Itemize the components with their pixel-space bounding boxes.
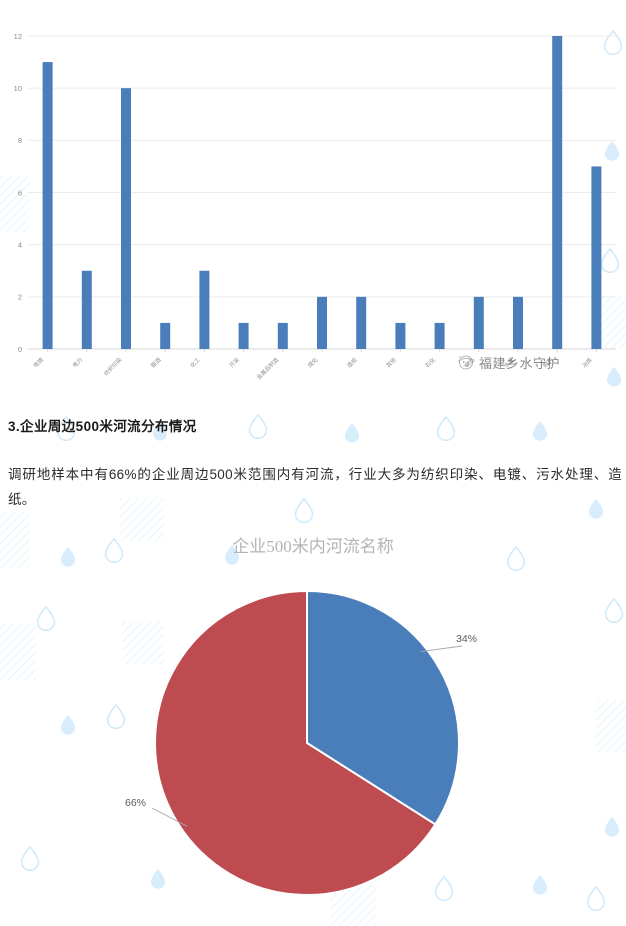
y-axis-tick-label: 12 [14,32,22,41]
x-axis-category-label: 制药 [541,355,555,369]
x-axis-category-label: 煤化 [306,355,320,369]
x-axis-category-label: 造纸 [345,355,359,369]
bar [160,322,171,349]
y-axis-tick-label: 2 [18,293,22,302]
bar-chart-y-axis: 0 2 4 6 8 10 12 [14,32,22,354]
x-axis-category-label: 电镀 [31,355,45,369]
bar-chart-x-axis-labels: 电镀 电力 纺织印染 酿酒 化工 开采 金属品制造 煤化 造纸 其他 石化 食品 水泥 制药 冶炼 [31,349,597,381]
pie-value-label: 34% [456,633,477,645]
bar [121,88,131,350]
x-axis-category-label: 开采 [227,355,241,369]
text-section: 3.企业周边500米河流分布情况 调研地样本中有66%的企业周边500米范围内有… [8,418,622,513]
bar [42,62,53,349]
y-axis-tick-label: 6 [18,188,22,197]
x-axis-category-label: 石化 [423,355,437,369]
section-heading: 3.企业周边500米河流分布情况 [8,419,197,434]
pie-chart-leader-lines [151,645,463,827]
pie-chart-slices [154,589,460,896]
pie-leader-line [151,807,188,827]
x-axis-category-label: 食品 [463,355,477,369]
x-axis-category-label: 酿酒 [149,355,163,369]
x-axis-category-label: 化工 [188,355,202,369]
bar-chart-container: 0 2 4 6 8 10 12 电镀 电力 纺织印染 酿酒 化工 开采 金属品制造 煤化 造纸 其他 石化 食品 水… [0,0,626,400]
bar [356,296,367,349]
bar [81,270,92,349]
pie-chart-container: 企业500米内河流名称 34% 66% [0,518,626,926]
body-paragraph: 调研地样本中有66%的企业周边500米范围内有河流，行业大多为纺织印染、电镀、污… [8,466,622,507]
pie-chart-value-labels: 34% 66% [125,633,477,809]
y-axis-tick-label: 4 [18,240,22,249]
bar [591,166,602,349]
y-axis-tick-label: 0 [18,345,22,354]
x-axis-category-label: 金属品制造 [255,355,281,381]
y-axis-tick-label: 10 [14,84,22,93]
bar [552,36,563,349]
x-axis-category-label: 其他 [384,355,398,369]
bar [199,270,210,349]
pie-chart: 企业500米内河流名称 34% 66% [125,537,477,896]
bar-chart: 0 2 4 6 8 10 12 电镀 电力 纺织印染 酿酒 化工 开采 金属品制造 煤化 造纸 其他 石化 食品 水… [14,32,616,381]
bar [238,322,249,349]
bar [277,322,288,349]
bar-chart-bars [42,36,602,350]
bar [395,322,406,349]
bar [434,322,445,349]
bar [473,296,484,349]
y-axis-tick-label: 8 [18,136,22,145]
x-axis-category-label: 纺织印染 [102,355,124,377]
x-axis-category-label: 电力 [71,355,85,369]
pie-chart-title: 企业500米内河流名称 [232,537,394,556]
x-axis-category-label: 水泥 [502,355,516,369]
bar [513,296,523,349]
pie-value-label: 66% [125,797,146,809]
pie-leader-line [420,645,463,652]
bar [317,296,327,349]
x-axis-category-label: 冶炼 [580,355,594,369]
